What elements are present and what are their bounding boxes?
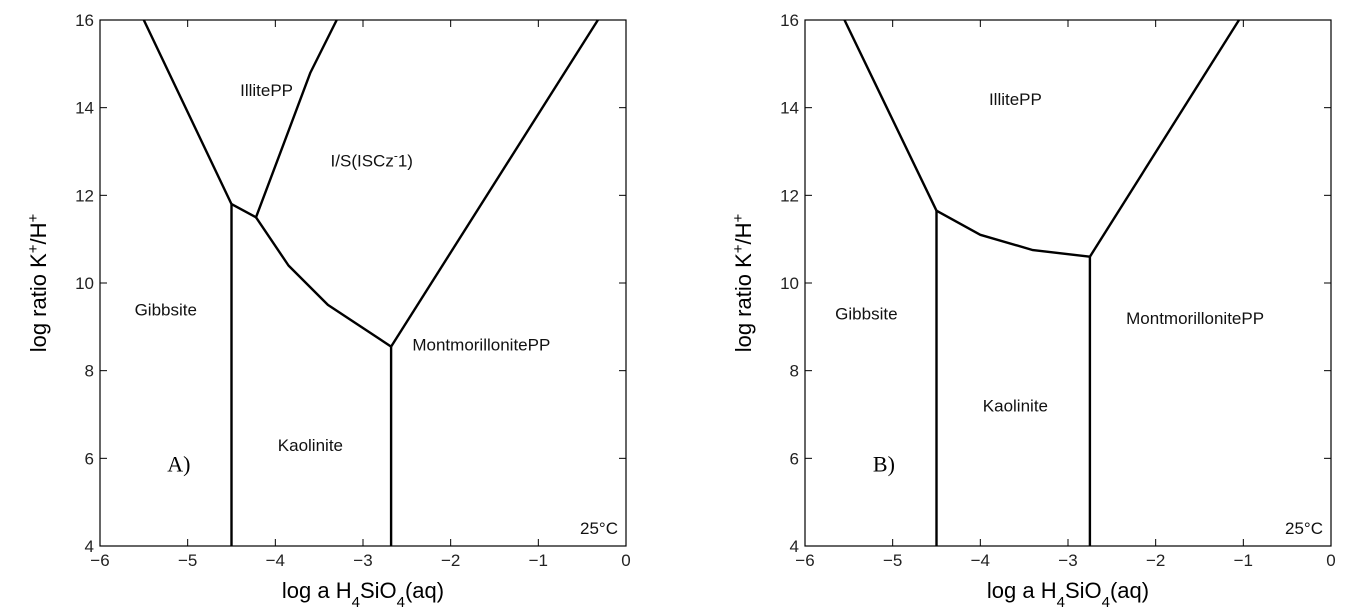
phase-boundary-line: [254, 19, 338, 218]
field-label: Kaolinite: [278, 436, 343, 455]
x-tick-label: −5: [178, 551, 197, 570]
x-tick-label: −3: [353, 551, 372, 570]
y-tick-label: 10: [75, 274, 94, 293]
y-tick-label: 16: [75, 11, 94, 30]
x-axis-label: log a H4SiO4(aq): [987, 578, 1149, 611]
x-axis-label: log a H4SiO4(aq): [282, 578, 444, 611]
x-tick-label: −6: [795, 551, 814, 570]
phase-boundary-line: [255, 216, 392, 348]
x-tick-label: −2: [1146, 551, 1165, 570]
field-label: Gibbsite: [835, 305, 897, 324]
y-tick-label: 6: [85, 449, 94, 468]
temperature-label: 25°C: [580, 519, 618, 538]
field-label: IllitePP: [989, 90, 1042, 109]
field-label: MontmorillonitePP: [412, 335, 550, 354]
x-tick-label: −1: [529, 551, 548, 570]
y-tick-label: 12: [75, 186, 94, 205]
field-label: I/S(ISCz-1): [331, 148, 413, 170]
field-label: Kaolinite: [983, 397, 1048, 416]
chart-panel-a: −6 −5 −4 −3 −2 −1 0 4 6 8 10 12 14 16 IllitePP I/S(ISCz…: [25, 11, 631, 611]
y-tick-label: 14: [780, 99, 799, 118]
field-label: IllitePP: [240, 81, 293, 100]
y-tick-label: 8: [85, 362, 94, 381]
x-tick-label: −3: [1058, 551, 1077, 570]
x-tick-label: −5: [883, 551, 902, 570]
y-tick-label: 6: [790, 449, 799, 468]
chart-panel-b: −6 −5 −4 −3 −2 −1 0 4 6 8 10 12 14 16 IllitePP Gibbsite…: [730, 11, 1336, 611]
y-axis-label: log ratio K+/H+: [730, 213, 757, 352]
phase-boundary-line: [142, 19, 233, 205]
field-label: Gibbsite: [135, 300, 197, 319]
phase-boundary-line: [230, 203, 257, 219]
x-tick-label: 0: [621, 551, 630, 570]
phase-boundary-line: [843, 19, 938, 212]
temperature-label: 25°C: [1285, 519, 1323, 538]
x-tick-label: −4: [971, 551, 990, 570]
y-tick-label: 10: [780, 274, 799, 293]
field-label: MontmorillonitePP: [1126, 309, 1264, 328]
x-tick-label: −2: [441, 551, 460, 570]
x-tick-label: −6: [90, 551, 109, 570]
panel-tag: B): [873, 451, 895, 476]
y-tick-label: 12: [780, 186, 799, 205]
panel-tag: A): [167, 451, 190, 476]
y-tick-label: 8: [790, 362, 799, 381]
phase-boundary-line: [390, 19, 599, 348]
y-tick-label: 4: [790, 537, 799, 556]
y-tick-label: 14: [75, 99, 94, 118]
phase-boundary-line: [1088, 19, 1241, 258]
x-tick-label: −1: [1234, 551, 1253, 570]
phase-boundary-line: [935, 209, 1091, 258]
y-tick-label: 16: [780, 11, 799, 30]
y-axis-label: log ratio K+/H+: [25, 213, 52, 352]
y-tick-label: 4: [85, 537, 94, 556]
x-tick-label: −4: [266, 551, 285, 570]
x-tick-label: 0: [1326, 551, 1335, 570]
